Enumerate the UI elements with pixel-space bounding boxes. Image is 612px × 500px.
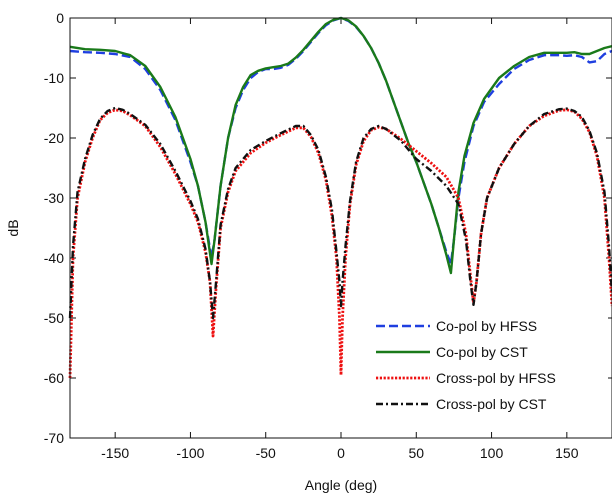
x-tick-label: -100 [176,445,204,461]
y-tick-label: -70 [44,430,64,446]
x-axis-label: Angle (deg) [305,477,377,493]
x-tick-label: 100 [480,445,504,461]
y-tick-label: -50 [44,310,64,326]
x-axis: -150 -100 -50 0 50 100 150 [101,18,579,461]
legend-entry-label: Co-pol by HFSS [436,318,537,334]
x-tick-label: 150 [555,445,579,461]
series-line-2 [69,16,612,275]
x-tick-label: 50 [408,445,424,461]
x-tick-label: -50 [256,445,276,461]
y-tick-label: -40 [44,250,64,266]
y-tick-label: -60 [44,370,64,386]
y-axis: 0 -10 -20 -30 -40 -50 -60 -70 [44,10,612,446]
legend: Co-pol by HFSS Co-pol by CST Cross-pol by … [370,310,608,430]
y-tick-label: -30 [44,190,64,206]
legend-box [370,310,608,430]
x-tick-label: 0 [337,445,345,461]
series-line-4 [68,106,612,320]
y-tick-label: -20 [44,130,64,146]
plot-frame [69,17,612,439]
legend-entry-label: Cross-pol by HFSS [436,370,556,386]
y-axis-label: dB [5,219,21,236]
x-tick-label: -150 [101,445,129,461]
series-layer [68,16,612,379]
y-tick-label: -10 [44,70,64,86]
series-line-3 [68,108,612,379]
legend-entry-label: Co-pol by CST [436,344,528,360]
y-tick-label: 0 [56,10,64,26]
legend-entry-label: Cross-pol by CST [436,396,547,412]
